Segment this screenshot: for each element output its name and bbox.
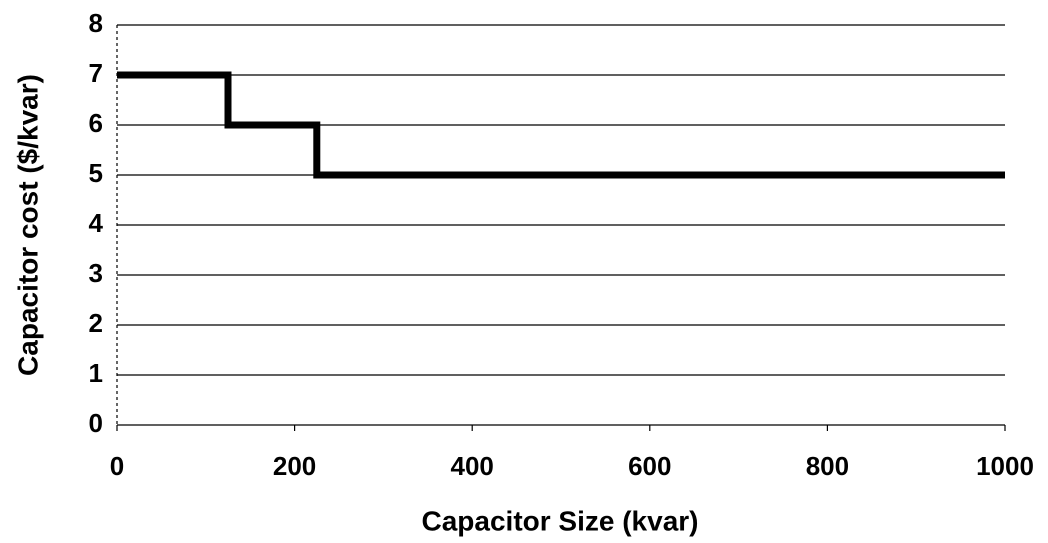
x-tick-label: 1000 (976, 451, 1034, 481)
y-tick-label: 4 (89, 208, 104, 238)
y-tick-label: 3 (89, 258, 103, 288)
y-tick-label: 0 (89, 408, 103, 438)
y-tick-label: 8 (89, 8, 103, 38)
y-tick-label: 2 (89, 308, 103, 338)
y-tick-label: 7 (89, 58, 103, 88)
data-line (117, 71, 1005, 179)
y-axis-title: Capacitor cost ($/kvar) (12, 74, 43, 376)
x-axis-title: Capacitor Size (kvar) (422, 505, 699, 536)
x-tick-label: 0 (110, 451, 124, 481)
x-tick-label: 800 (806, 451, 849, 481)
x-tick-label: 400 (451, 451, 494, 481)
x-tick-label: 200 (273, 451, 316, 481)
y-tick-label: 6 (89, 108, 103, 138)
x-tick-label: 600 (628, 451, 671, 481)
y-tick-label: 5 (89, 158, 103, 188)
y-tick-label: 1 (89, 358, 103, 388)
